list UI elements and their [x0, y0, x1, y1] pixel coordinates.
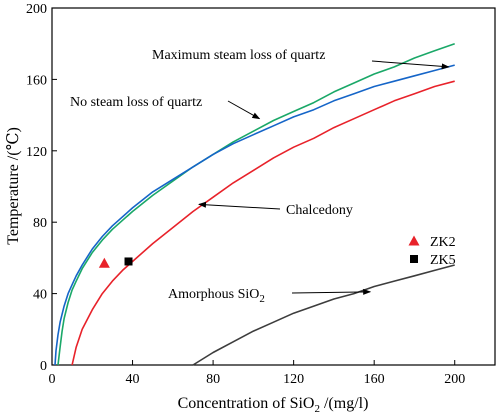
line-amorphous-sio2 — [192, 264, 455, 366]
legend-marker-zk5 — [410, 255, 418, 263]
annotation-label: No steam loss of quartz — [70, 95, 202, 110]
annotation-label: Chalcedony — [286, 203, 353, 218]
annotation-label-text: Amorphous SiO — [168, 287, 259, 302]
annotation-arrow — [197, 201, 281, 210]
y-tick-label: 120 — [26, 145, 47, 160]
x-axis-title-main: Concentration of SiO — [178, 395, 315, 412]
point-zk5 — [124, 257, 133, 266]
annotation-arrow — [371, 60, 450, 70]
y-tick-label: 160 — [26, 73, 47, 88]
line-no-steam-loss-of-quartz — [54, 64, 455, 366]
x-tick-label: 200 — [444, 372, 465, 387]
point-zk2 — [98, 257, 110, 268]
annotation-label-text: No steam loss of quartz — [70, 95, 202, 110]
legend-label-zk2: ZK2 — [430, 235, 456, 250]
x-tick-label: 40 — [126, 372, 140, 387]
annotation-label-text: Maximum steam loss of quartz — [152, 48, 325, 63]
line-chalcedony — [71, 80, 455, 366]
series-lines — [54, 42, 455, 366]
y-tick-label: 80 — [33, 216, 47, 231]
axis-ticks: 0 40 80 120 160 200 0 40 80 120 160 200 — [26, 2, 465, 387]
annotation-label-subscript: 2 — [259, 293, 265, 305]
y-tick-label: 40 — [33, 288, 47, 303]
x-tick-label: 160 — [364, 372, 385, 387]
annotation-arrow — [227, 100, 261, 120]
annotation-label-text: Chalcedony — [286, 203, 353, 218]
y-tick-label: 0 — [40, 359, 47, 374]
x-tick-label: 120 — [283, 372, 304, 387]
x-tick-label: 80 — [206, 372, 220, 387]
curve-annotations: Maximum steam loss of quartz No steam los… — [70, 48, 450, 305]
x-axis-title-subscript: 2 — [314, 403, 320, 415]
x-tick-label: 0 — [49, 372, 56, 387]
y-tick-label: 200 — [26, 2, 47, 17]
y-axis-title: Temperature /(℃) — [5, 127, 22, 245]
annotation-arrow — [291, 288, 372, 295]
line-maximum-steam-loss-of-quartz — [57, 42, 455, 366]
sample-points — [98, 257, 133, 268]
plot-frame — [51, 7, 496, 366]
x-axis-title: Concentration of SiO2 /(mg/l) — [178, 395, 369, 415]
annotation-label: Amorphous SiO2 — [168, 287, 265, 305]
legend-marker-zk2 — [408, 235, 420, 246]
legend-label-zk5: ZK5 — [430, 253, 456, 268]
x-axis-title-unit: /(mg/l) — [320, 395, 368, 412]
annotation-label: Maximum steam loss of quartz — [152, 48, 325, 63]
